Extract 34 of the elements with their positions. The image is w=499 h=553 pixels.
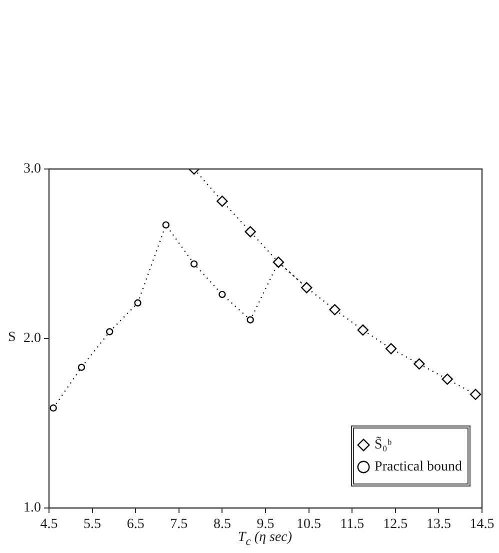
point (162, 221, 170, 229)
legend-label: Practical bound (374, 460, 462, 475)
point (106, 328, 114, 336)
point (216, 196, 228, 207)
y-axis-title: S (8, 330, 16, 346)
point (218, 290, 226, 298)
legend-label: S̃₀ᵇ (374, 436, 392, 453)
x-tick-label: 4.5 (40, 517, 58, 532)
y-tick-label: 1.0 (24, 500, 41, 516)
x-tick-label: 12.5 (383, 517, 408, 532)
point (244, 226, 256, 238)
x-tick-label: 14.5 (470, 517, 494, 532)
point (134, 299, 142, 307)
point (470, 388, 482, 400)
point (385, 343, 397, 354)
point (78, 364, 86, 371)
x-tick-label: 10.5 (296, 517, 322, 532)
point (357, 324, 369, 336)
point (442, 374, 453, 385)
x-tick-label: 6.5 (126, 517, 144, 532)
x-tick-label: 5.5 (84, 517, 102, 532)
point (50, 404, 57, 412)
point (329, 304, 340, 316)
x-tick-label: 8.5 (213, 517, 231, 532)
point (246, 316, 254, 324)
y-tick-label: 3.0 (24, 162, 41, 177)
x-axis-title: T$_{c}$ (η sec) (238, 530, 292, 548)
y-tick-label: 2.0 (24, 331, 41, 346)
x-tick-label: 7.5 (170, 517, 188, 532)
point (190, 260, 198, 268)
x-tick-label: 11.5 (340, 517, 364, 532)
x-tick-label: 9.5 (256, 517, 274, 532)
point (414, 358, 425, 370)
x-tick-label: 13.5 (426, 517, 451, 532)
